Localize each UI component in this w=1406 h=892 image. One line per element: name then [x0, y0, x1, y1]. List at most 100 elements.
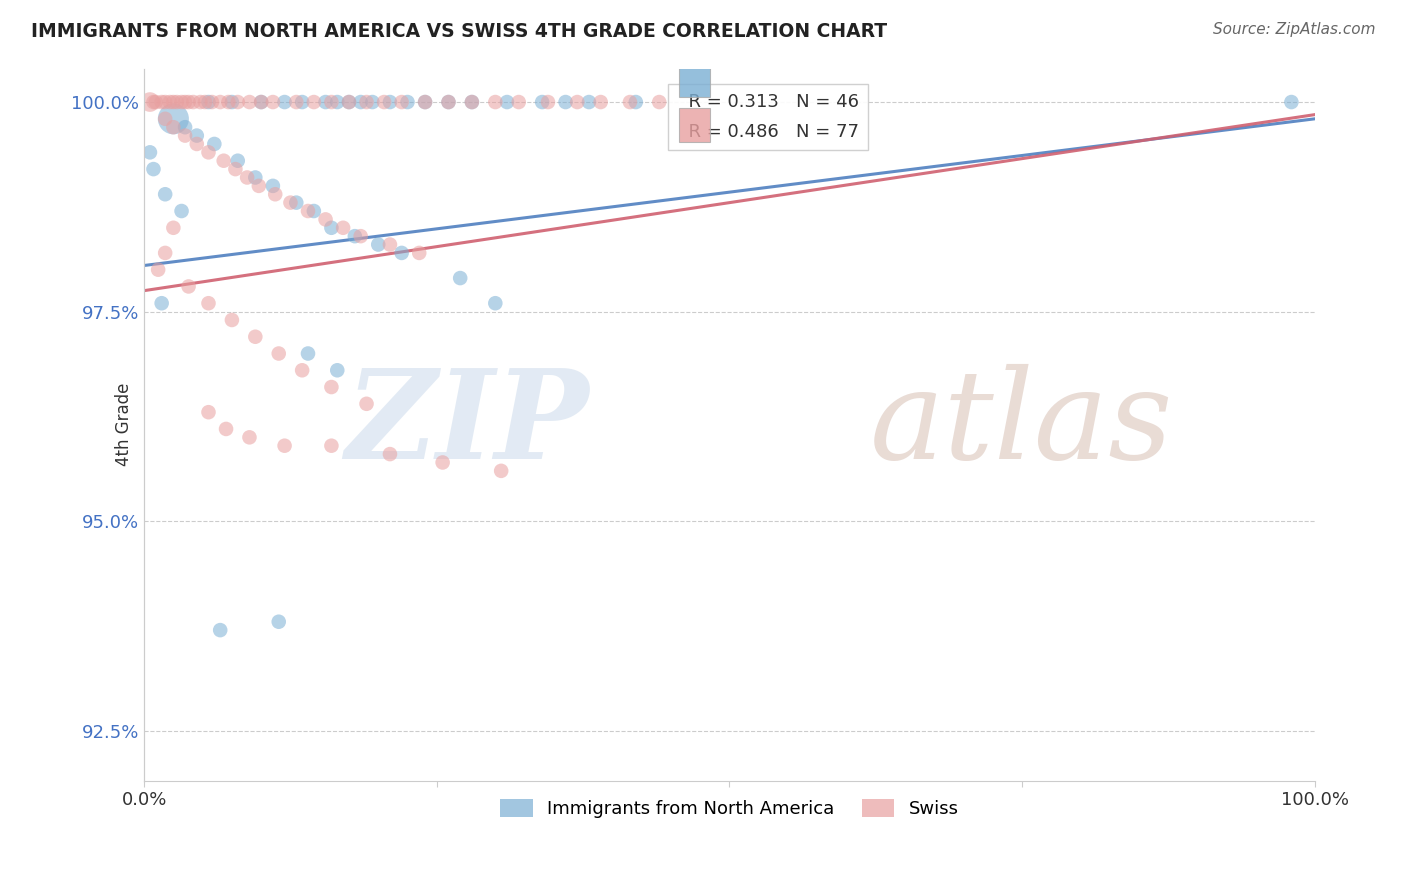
Point: [332, 220, 354, 235]
Point: [391, 246, 413, 260]
Point: [245, 170, 267, 185]
Point: [496, 95, 519, 109]
Point: [350, 229, 373, 244]
Point: [262, 178, 284, 193]
Point: [162, 120, 184, 135]
Point: [202, 136, 225, 151]
Point: [343, 229, 366, 244]
Point: [373, 95, 395, 109]
Point: [217, 95, 239, 109]
Point: [236, 170, 259, 185]
Point: [186, 128, 208, 143]
Point: [356, 95, 378, 109]
Y-axis label: 4th Grade: 4th Grade: [115, 383, 134, 467]
Point: [280, 195, 302, 210]
Point: [153, 95, 176, 109]
Point: [142, 95, 165, 109]
Point: [361, 95, 384, 109]
Point: [170, 204, 193, 219]
Point: [350, 95, 373, 109]
Point: [162, 112, 184, 126]
Point: [315, 95, 337, 109]
Point: [142, 162, 165, 177]
Point: [215, 422, 238, 436]
Point: [194, 95, 217, 109]
Point: [321, 380, 343, 394]
Point: [391, 95, 413, 109]
Point: [484, 95, 506, 109]
Point: [437, 95, 460, 109]
Point: [224, 162, 246, 177]
Point: [159, 95, 181, 109]
Point: [238, 95, 260, 109]
Point: [285, 195, 308, 210]
Point: [146, 262, 169, 277]
Point: [291, 95, 314, 109]
Point: [209, 95, 232, 109]
Point: [197, 145, 219, 160]
Bar: [679, 108, 710, 142]
Point: [162, 220, 184, 235]
Point: [648, 95, 671, 109]
Point: [285, 95, 308, 109]
Point: [188, 95, 211, 109]
Point: [537, 95, 560, 109]
Point: [326, 95, 349, 109]
Point: [177, 95, 200, 109]
Point: [619, 95, 641, 109]
Point: [197, 95, 219, 109]
Point: [250, 95, 273, 109]
Point: [247, 178, 270, 193]
Point: [291, 363, 314, 377]
Point: [245, 330, 267, 344]
Point: [378, 95, 401, 109]
Point: [170, 95, 193, 109]
Legend: Immigrants from North America, Swiss: Immigrants from North America, Swiss: [494, 791, 966, 825]
Point: [461, 95, 484, 109]
Point: [221, 95, 243, 109]
Point: [297, 346, 319, 360]
Point: [321, 220, 343, 235]
Point: [150, 95, 173, 109]
Point: [197, 296, 219, 310]
Point: [367, 237, 389, 252]
Point: [166, 95, 188, 109]
Point: [150, 296, 173, 310]
Point: [174, 128, 197, 143]
Point: [262, 95, 284, 109]
Point: [413, 95, 436, 109]
Point: [238, 430, 260, 444]
Point: [356, 397, 378, 411]
Point: [484, 296, 506, 310]
Point: [432, 455, 454, 469]
Point: [624, 95, 647, 109]
Point: [461, 95, 484, 109]
Point: [297, 204, 319, 219]
Point: [578, 95, 600, 109]
Point: [1279, 95, 1302, 109]
Point: [273, 95, 295, 109]
Text: IMMIGRANTS FROM NORTH AMERICA VS SWISS 4TH GRADE CORRELATION CHART: IMMIGRANTS FROM NORTH AMERICA VS SWISS 4…: [31, 22, 887, 41]
Point: [554, 95, 576, 109]
Point: [201, 95, 224, 109]
Point: [489, 464, 512, 478]
Point: [302, 204, 325, 219]
Point: [321, 95, 343, 109]
Point: [408, 246, 430, 260]
Point: [226, 95, 249, 109]
Point: [273, 439, 295, 453]
Point: [153, 187, 176, 202]
Point: [226, 153, 249, 168]
Point: [315, 212, 337, 227]
Text: R = 0.313   N = 46
  R = 0.486   N = 77: R = 0.313 N = 46 R = 0.486 N = 77: [676, 94, 859, 141]
Point: [508, 95, 530, 109]
Point: [264, 187, 287, 202]
Point: [337, 95, 360, 109]
Point: [212, 153, 235, 168]
Point: [302, 95, 325, 109]
Point: [177, 279, 200, 293]
Point: [378, 237, 401, 252]
Point: [267, 615, 290, 629]
Point: [378, 447, 401, 461]
Point: [449, 271, 471, 285]
